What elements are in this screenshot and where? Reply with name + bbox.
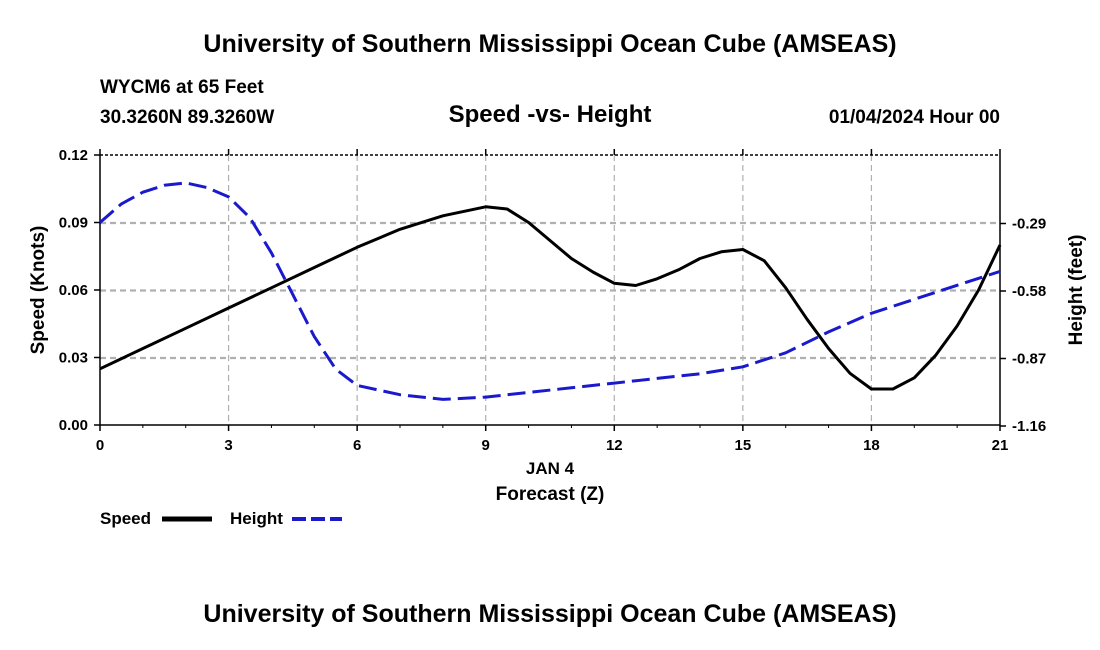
y-tick-label: 0.03 <box>59 350 88 367</box>
series-layer <box>99 181 1002 401</box>
y2-tick-label: -0.29 <box>1012 216 1046 233</box>
series-line-speed <box>99 205 1002 391</box>
legend-height-label: Height <box>230 509 283 528</box>
station-label: WYCM6 at 65 Feet <box>100 77 264 98</box>
x-tick-label: 3 <box>224 437 232 454</box>
station-coordinates: 30.3260N 89.3260W <box>100 107 275 128</box>
x-tick-label: 6 <box>353 437 361 454</box>
chart-area: 0 3 6 9 12 15 18 21 0.00 0.03 0.06 0.09 0.12 -1.16 -0.… <box>28 147 1087 505</box>
x-tick-label: 15 <box>735 437 752 454</box>
x-tick-label: 18 <box>863 437 880 454</box>
y-tick-label: 0.00 <box>59 417 88 434</box>
y-tick-label: 0.06 <box>59 282 88 299</box>
x-axis-title: Forecast (Z) <box>496 484 605 505</box>
y2-axis-title: Height (feet) <box>1066 235 1087 346</box>
axis-labels: 0 3 6 9 12 15 18 21 0.00 0.03 0.06 0.09 0.12 -1.16 -0.… <box>28 147 1087 505</box>
legend-speed-label: Speed <box>100 509 152 528</box>
y-axis-title: Speed (Knots) <box>28 226 49 355</box>
x-axis-date: JAN 4 <box>526 459 575 478</box>
footer-title: University of Southern Mississippi Ocean… <box>203 600 897 628</box>
x-tick-label: 0 <box>96 437 104 454</box>
grid <box>100 155 1000 425</box>
series-line-height <box>99 181 1001 401</box>
y2-tick-label: -0.87 <box>1012 351 1046 368</box>
axes <box>94 149 1006 431</box>
legend-height-swatch <box>292 517 342 521</box>
x-tick-label: 9 <box>482 437 490 454</box>
x-tick-label: 21 <box>992 437 1009 454</box>
y2-tick-label: -1.16 <box>1012 418 1046 435</box>
chart-title: Speed -vs- Height <box>448 101 652 128</box>
x-tick-label: 12 <box>606 437 623 454</box>
forecast-date: 01/04/2024 Hour 00 <box>828 107 1000 128</box>
y-tick-label: 0.09 <box>59 215 88 232</box>
legend-speed-swatch <box>162 516 212 522</box>
page-title: University of Southern Mississippi Ocean… <box>203 30 897 58</box>
y-tick-label: 0.12 <box>59 147 88 164</box>
y2-tick-label: -0.58 <box>1012 283 1046 300</box>
